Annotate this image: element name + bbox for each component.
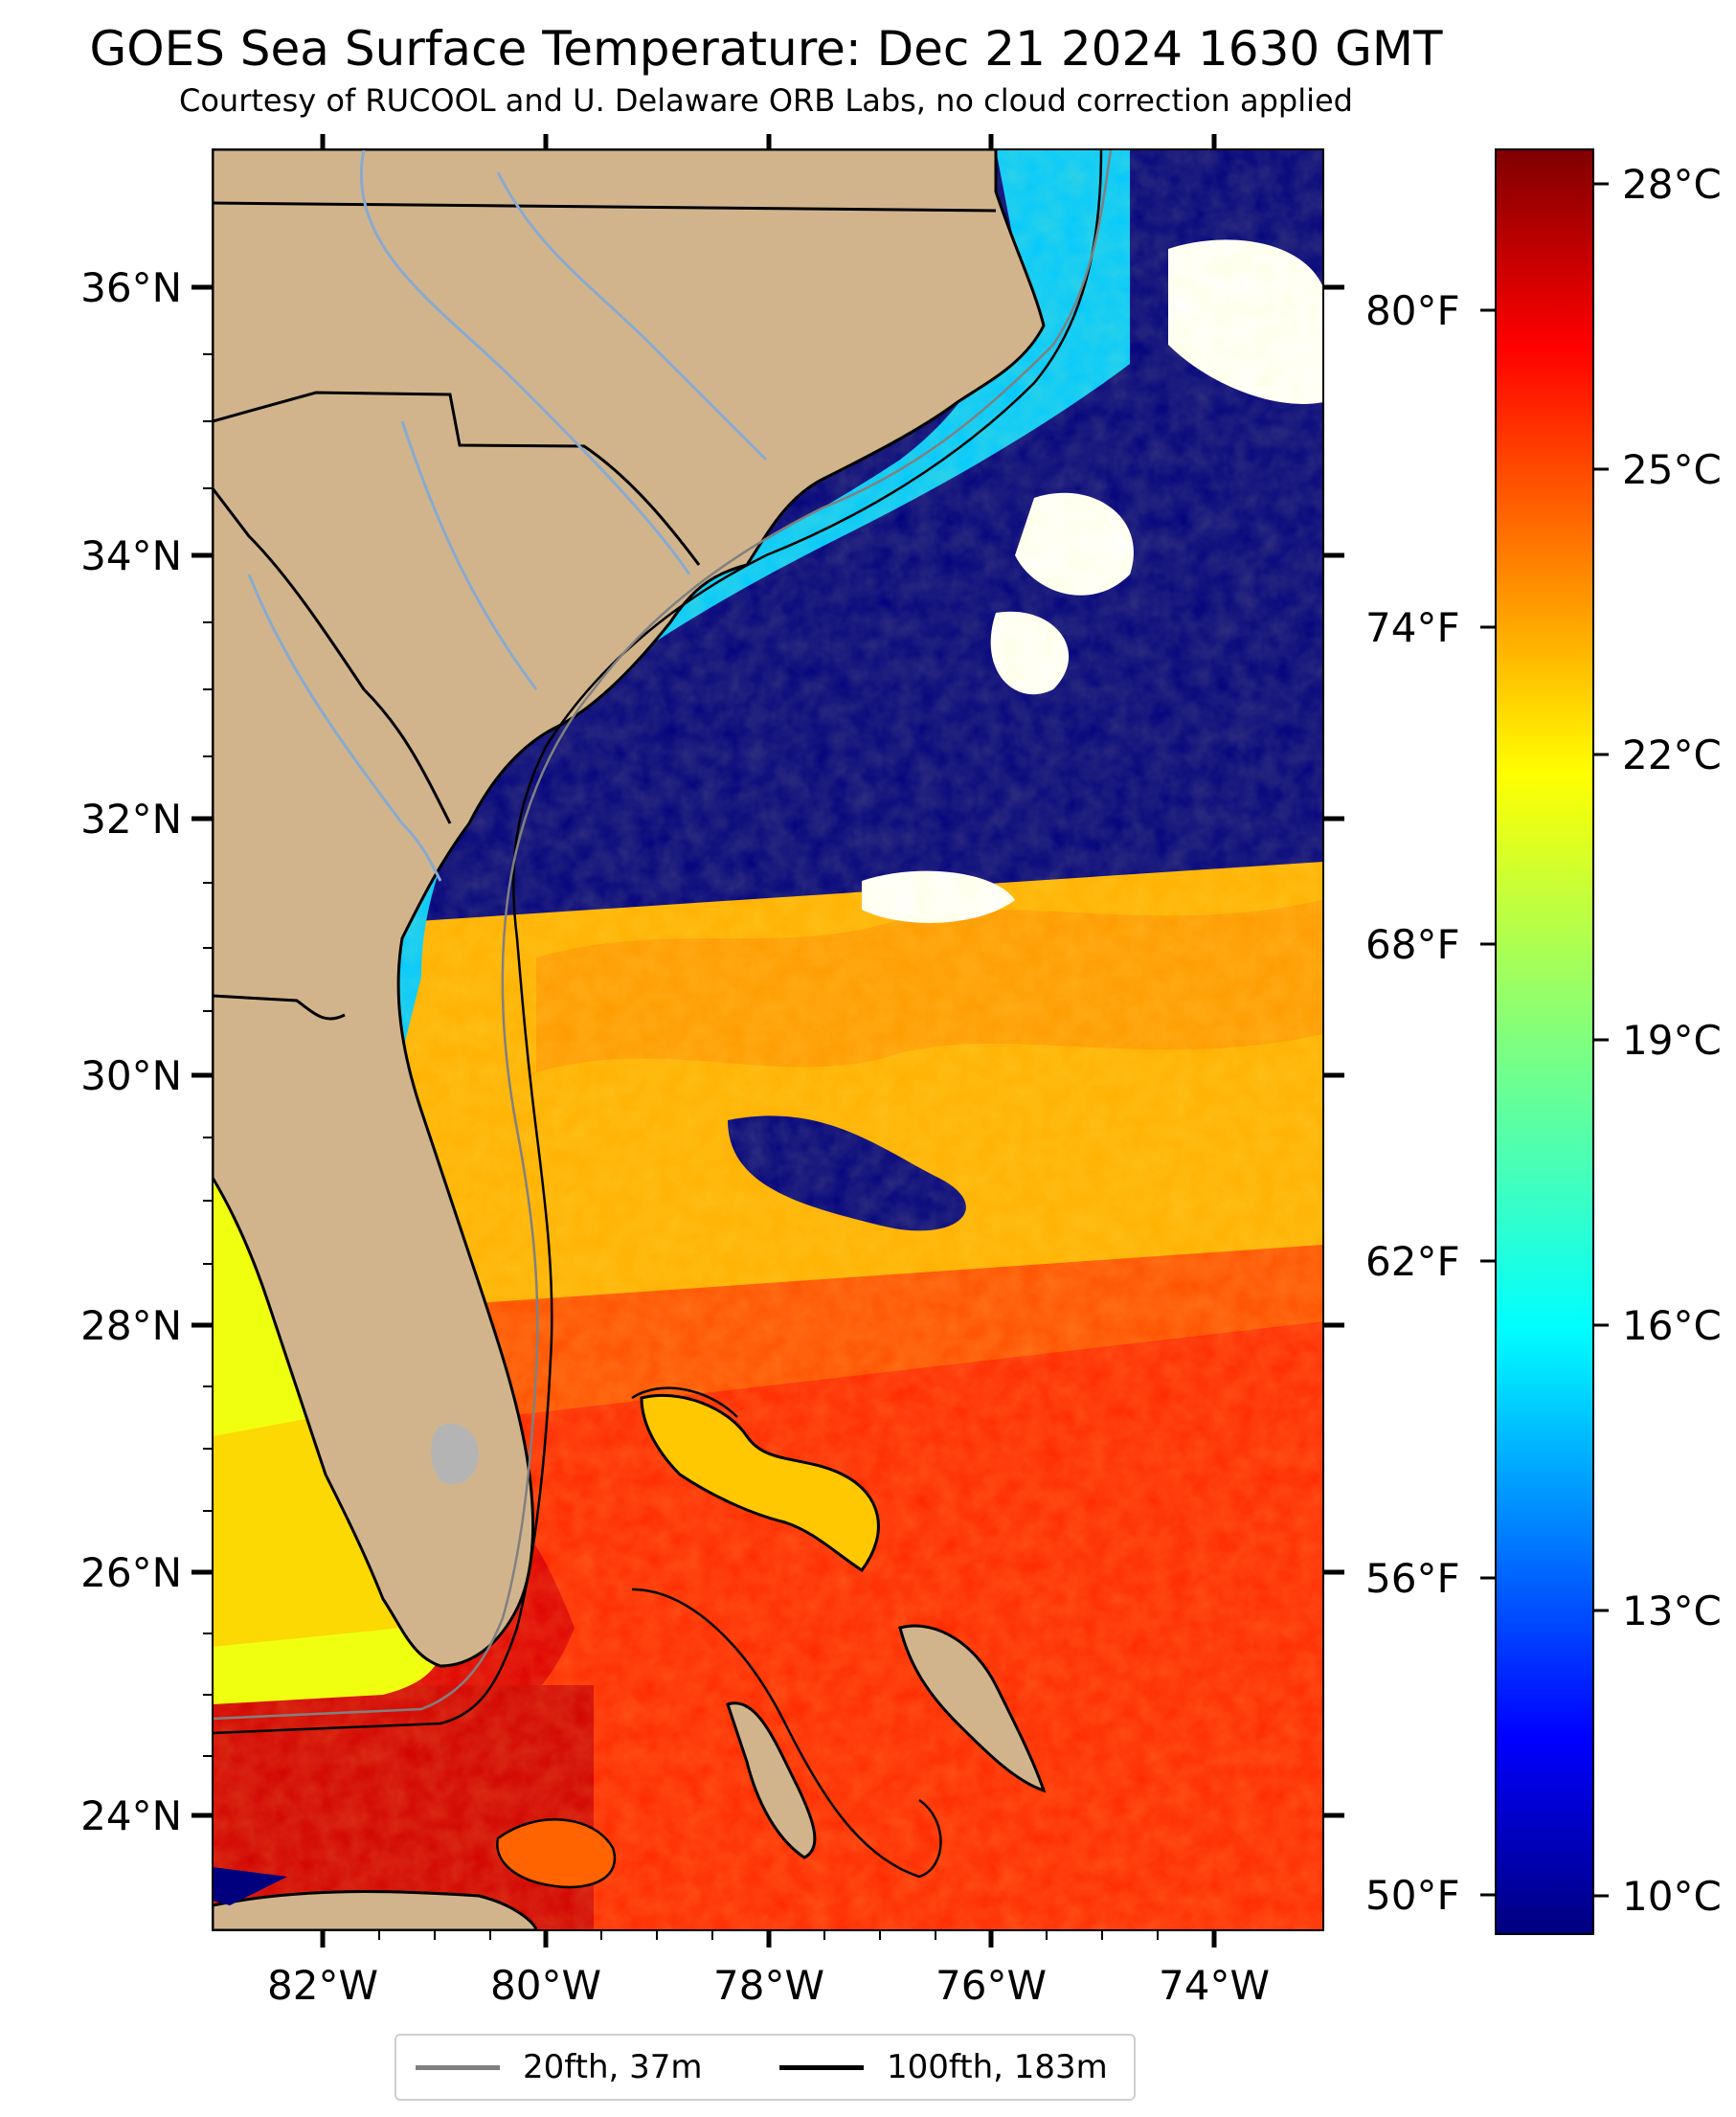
legend-label-100fth: 100fth, 183m bbox=[887, 2048, 1108, 2086]
state-border bbox=[213, 994, 346, 1021]
lat-tick-label: 26°N bbox=[80, 1549, 182, 1596]
lake-okeechobee bbox=[431, 1423, 479, 1485]
celsius-tick-label: 25°C bbox=[1622, 446, 1722, 493]
lon-major-ticks bbox=[320, 134, 1217, 1948]
fahrenheit-ticks bbox=[1480, 308, 1496, 1897]
map-plot-area bbox=[213, 149, 1323, 1930]
legend-item-20fth: 20fth, 37m bbox=[416, 2045, 703, 2089]
lat-tick-label: 28°N bbox=[80, 1302, 182, 1349]
fahrenheit-tick-label: 80°F bbox=[1365, 287, 1460, 334]
lat-tick-label: 24°N bbox=[80, 1792, 182, 1839]
celsius-tick-label: 10°C bbox=[1622, 1873, 1722, 1920]
lat-tick-label: 34°N bbox=[80, 532, 182, 579]
contour-bahamas bbox=[631, 1386, 942, 1879]
cold-patch-cuba bbox=[213, 1867, 287, 1905]
andros-island bbox=[726, 1701, 817, 1859]
lat-tick-label: 36°N bbox=[80, 264, 182, 311]
lat-tick-label: 30°N bbox=[80, 1052, 182, 1099]
state-border bbox=[213, 487, 452, 824]
lon-tick-label: 74°W bbox=[1159, 1962, 1270, 2009]
legend-swatch-100fth bbox=[779, 2064, 864, 2070]
state-border bbox=[213, 201, 997, 213]
lon-tick-label: 82°W bbox=[267, 1962, 378, 2009]
celsius-tick-label: 13°C bbox=[1622, 1588, 1722, 1634]
celsius-tick-label: 28°C bbox=[1622, 161, 1722, 208]
legend-label-20fth: 20fth, 37m bbox=[523, 2048, 703, 2086]
legend-item-100fth: 100fth, 183m bbox=[779, 2045, 1108, 2089]
cay-sal-bank bbox=[496, 1818, 617, 1889]
map-subtitle: Courtesy of RUCOOL and U. Delaware ORB L… bbox=[179, 82, 1353, 119]
river bbox=[496, 171, 768, 462]
lon-tick-label: 80°W bbox=[490, 1962, 601, 2009]
celsius-tick-label: 19°C bbox=[1622, 1017, 1722, 1064]
contour-legend: 20fth, 37m 100fth, 183m bbox=[395, 2034, 1136, 2101]
fahrenheit-tick-label: 50°F bbox=[1365, 1872, 1460, 1919]
cuba-land bbox=[213, 1890, 538, 1930]
colorbar bbox=[1495, 148, 1594, 1935]
southeast-us-land bbox=[213, 149, 1046, 1668]
river bbox=[360, 149, 691, 575]
eleuthera-island bbox=[898, 1624, 1047, 1793]
fahrenheit-tick-label: 68°F bbox=[1365, 921, 1460, 968]
celsius-tick-label: 22°C bbox=[1622, 732, 1722, 778]
state-border bbox=[213, 391, 701, 566]
gulf-warm-patch bbox=[213, 1417, 402, 1647]
lat-major-ticks bbox=[192, 284, 1344, 1818]
legend-swatch-20fth bbox=[416, 2064, 500, 2070]
lat-tick-label: 32°N bbox=[80, 796, 182, 843]
river bbox=[400, 420, 538, 690]
map-title: GOES Sea Surface Temperature: Dec 21 202… bbox=[89, 21, 1443, 77]
fahrenheit-tick-label: 74°F bbox=[1365, 604, 1460, 651]
contour-20fth bbox=[213, 149, 1113, 1721]
bahamas-bank-north bbox=[640, 1393, 880, 1573]
celsius-ticks bbox=[1593, 182, 1609, 1898]
lon-tick-label: 76°W bbox=[936, 1962, 1047, 2009]
fahrenheit-tick-label: 56°F bbox=[1365, 1555, 1460, 1602]
fahrenheit-tick-label: 62°F bbox=[1365, 1238, 1460, 1285]
minor-ticks bbox=[203, 353, 1159, 1940]
celsius-tick-label: 16°C bbox=[1622, 1302, 1722, 1349]
contour-100fth bbox=[213, 149, 1103, 1735]
river bbox=[247, 574, 442, 882]
lon-tick-label: 78°W bbox=[713, 1962, 824, 2009]
